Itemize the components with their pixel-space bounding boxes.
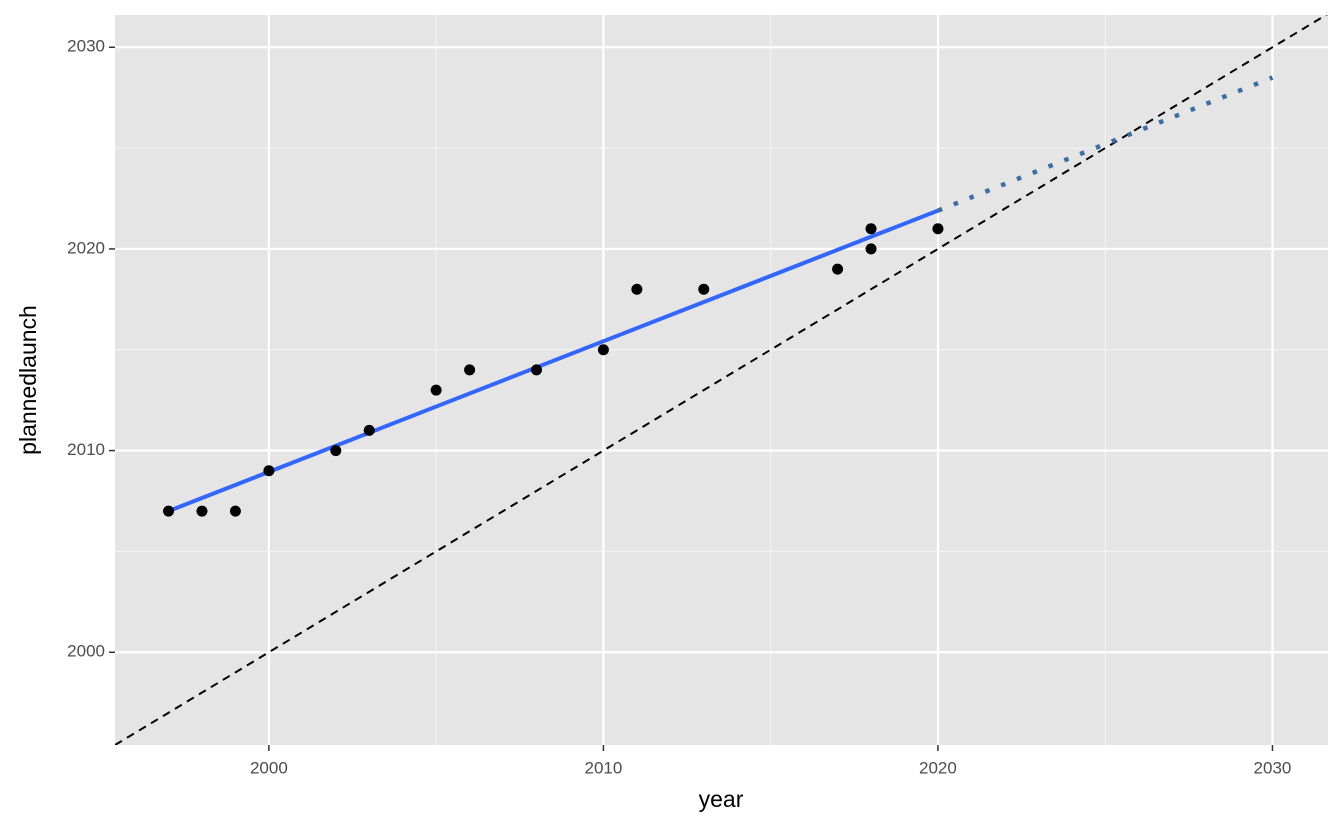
y-tick-label: 2010 — [67, 440, 105, 459]
point — [330, 445, 342, 457]
point — [464, 364, 476, 376]
point — [865, 243, 877, 255]
point — [597, 344, 609, 356]
point — [263, 465, 275, 477]
x-axis-title: year — [699, 786, 744, 812]
point — [363, 424, 375, 436]
point — [196, 505, 208, 517]
point — [163, 505, 175, 517]
x-tick-label: 2010 — [584, 758, 622, 777]
point — [832, 263, 844, 275]
point — [698, 283, 710, 295]
line — [115, 15, 1328, 745]
point — [229, 505, 241, 517]
x-tick-label: 2000 — [250, 758, 288, 777]
x-tick-label: 2030 — [1254, 758, 1292, 777]
line — [167, 208, 939, 513]
x-tick-label: 2020 — [919, 758, 957, 777]
point — [531, 364, 543, 376]
y-tick-label: 2000 — [67, 642, 105, 661]
y-tick-label: 2020 — [67, 238, 105, 257]
point — [430, 384, 442, 396]
point — [865, 223, 877, 235]
y-axis-title: plannedlaunch — [15, 305, 41, 455]
y-tick-label: 2030 — [67, 37, 105, 56]
point — [932, 223, 944, 235]
point — [631, 283, 643, 295]
